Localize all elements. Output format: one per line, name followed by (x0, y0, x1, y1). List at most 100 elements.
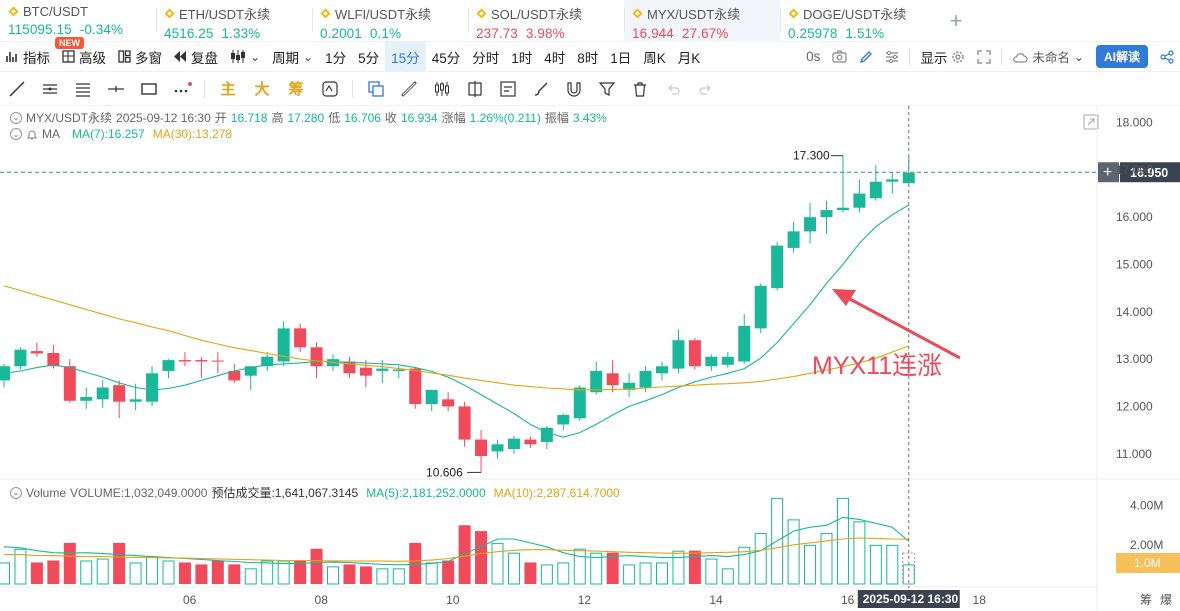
candle-body (820, 210, 833, 218)
interval-tab[interactable]: 8时 (577, 50, 599, 66)
magnet-tool[interactable] (557, 72, 590, 106)
volume-bar (639, 562, 652, 585)
maximize-pane-button[interactable] (1083, 114, 1099, 135)
candle-body (573, 387, 586, 419)
fullscreen-button[interactable] (971, 42, 997, 72)
multi-window-button[interactable]: 多窗 (112, 42, 168, 72)
current-price-label: 16.950 (1130, 166, 1168, 180)
interval-tab[interactable]: 分时 (472, 50, 500, 66)
display-button[interactable]: 显示 (914, 42, 971, 72)
edit-button[interactable] (853, 42, 879, 72)
volume-label: Volume (26, 485, 67, 500)
horizontal-ray-tool[interactable] (99, 72, 132, 106)
chart-type-button[interactable]: ⌄ (224, 42, 266, 72)
interval-tab[interactable]: 周K (643, 50, 666, 66)
interval-tab[interactable]: 1日 (610, 50, 632, 66)
ticker-change: 27.67% (681, 26, 729, 41)
price-chart[interactable]: 17.300 10.606 + 16.950 2025-09-12 16:30 1.0M M… (0, 106, 1180, 611)
undo-button[interactable] (656, 72, 689, 106)
replay-button[interactable]: 复盘 (168, 42, 224, 72)
interval-tab[interactable]: 15分 (385, 41, 426, 72)
candle-pattern-tool[interactable] (425, 72, 458, 106)
screenshot-button[interactable] (826, 42, 853, 72)
ruler-tool[interactable] (392, 72, 425, 106)
sync-icon (321, 80, 338, 97)
sync-tool[interactable] (313, 72, 346, 106)
interval-tab[interactable]: 45分 (431, 50, 461, 66)
interval-tab[interactable]: 月K (677, 50, 701, 66)
period-dropdown[interactable]: 周期 ⌄ (266, 42, 319, 72)
ticker-values: 237.73 3.98% (476, 26, 624, 41)
volume-bar (754, 533, 767, 585)
ai-analysis-button[interactable]: AI解读 (1090, 42, 1154, 72)
price-tick-label: 18.000 (1116, 116, 1153, 130)
copy-tool[interactable] (359, 72, 392, 106)
volume-bar (30, 562, 43, 584)
gear-icon (952, 50, 965, 63)
open-value: 16.718 (230, 110, 268, 125)
collapse-icon[interactable]: ⌄ (10, 486, 22, 499)
share-button[interactable] (1154, 42, 1180, 72)
more-tools[interactable] (165, 72, 198, 106)
volume-bar (557, 562, 570, 585)
main-force-tool[interactable]: 主 (220, 81, 236, 98)
filter-tool[interactable] (590, 72, 623, 106)
ticker-tab[interactable]: SOL/USDT永续 237.73 3.98% (468, 0, 624, 42)
volume-bar (294, 560, 307, 584)
ticker-values: 0.2001 0.1% (320, 26, 468, 41)
layout-save-dropdown[interactable]: 未命名 ⌄ (1006, 42, 1090, 72)
brush-tool[interactable] (524, 72, 557, 106)
ticker-symbol: WLFI/USDT永续 (335, 7, 432, 22)
add-alert-button (1098, 162, 1119, 183)
more-dots-icon (174, 81, 192, 92)
ticker-tab[interactable]: BTC/USDT 115095.15 -0.34% (0, 0, 156, 42)
delete-tool[interactable] (623, 72, 656, 106)
collapse-icon[interactable]: ⌄ (10, 111, 22, 124)
trend-line-icon (9, 81, 24, 96)
volume-ma-lines (3, 516, 910, 566)
trend-line-tool[interactable] (0, 72, 33, 106)
collapse-icon[interactable]: ⌄ (10, 128, 22, 140)
bell-icon[interactable] (26, 128, 38, 140)
chips-tool[interactable]: 筹 (288, 81, 304, 98)
candle-body (853, 193, 866, 208)
interval-tab[interactable]: 1时 (511, 50, 533, 66)
amplitude-label: 振幅 (544, 111, 569, 125)
ticker-tab[interactable]: DOGE/USDT永续 0.25978 1.51% (780, 0, 936, 42)
binance-diamond-icon (788, 8, 799, 19)
rectangle-tool[interactable] (132, 72, 165, 106)
volume-bar (787, 519, 800, 585)
candle-body (211, 360, 224, 362)
chevron-down-icon: ⌄ (1073, 49, 1084, 64)
indicators-button[interactable]: 指标 (0, 42, 56, 72)
ticker-change: -0.34% (79, 22, 124, 37)
ticker-symbol-row: BTC/USDT (8, 4, 156, 19)
annotation-text: MYX11连涨 (812, 352, 942, 380)
interval-tab[interactable]: 5分 (358, 50, 380, 66)
ticker-symbol: BTC/USDT (23, 4, 88, 19)
price-tick-label: 17.000 (1116, 163, 1153, 177)
price-tick-label: 16.000 (1116, 210, 1153, 224)
undo-icon (668, 84, 680, 95)
volume-bar (261, 560, 274, 585)
ticker-tab[interactable]: ETH/USDT永续 4516.25 1.33% (156, 0, 312, 42)
parallel-lines-tool[interactable] (33, 72, 66, 106)
ma-legend: ⌄ MA MA(7):16.257 MA(30):13.278 (10, 127, 232, 141)
advanced-button[interactable]: 高级 (56, 42, 112, 72)
binance-diamond-icon (320, 8, 331, 19)
interval-tab[interactable]: 1分 (325, 50, 347, 66)
indicators-label: 指标 (23, 50, 50, 66)
big-order-tool[interactable]: 大 (254, 81, 270, 98)
fib-tool[interactable] (66, 72, 99, 106)
add-ticker-button[interactable]: + (949, 7, 963, 33)
price-range-tool[interactable] (458, 72, 491, 106)
candle-body (162, 360, 175, 371)
note-tool[interactable] (491, 72, 524, 106)
redo-button[interactable] (689, 72, 722, 106)
settings-panel-button[interactable] (879, 42, 905, 72)
volume-bar (277, 560, 290, 585)
ticker-tab[interactable]: MYX/USDT永续 16.944 27.67% (624, 0, 780, 42)
interval-tab[interactable]: 4时 (544, 50, 566, 66)
ticker-tab[interactable]: WLFI/USDT永续 0.2001 0.1% (312, 0, 468, 42)
vol-ma10-value: MA(10):2,287,614.7000 (493, 485, 620, 500)
